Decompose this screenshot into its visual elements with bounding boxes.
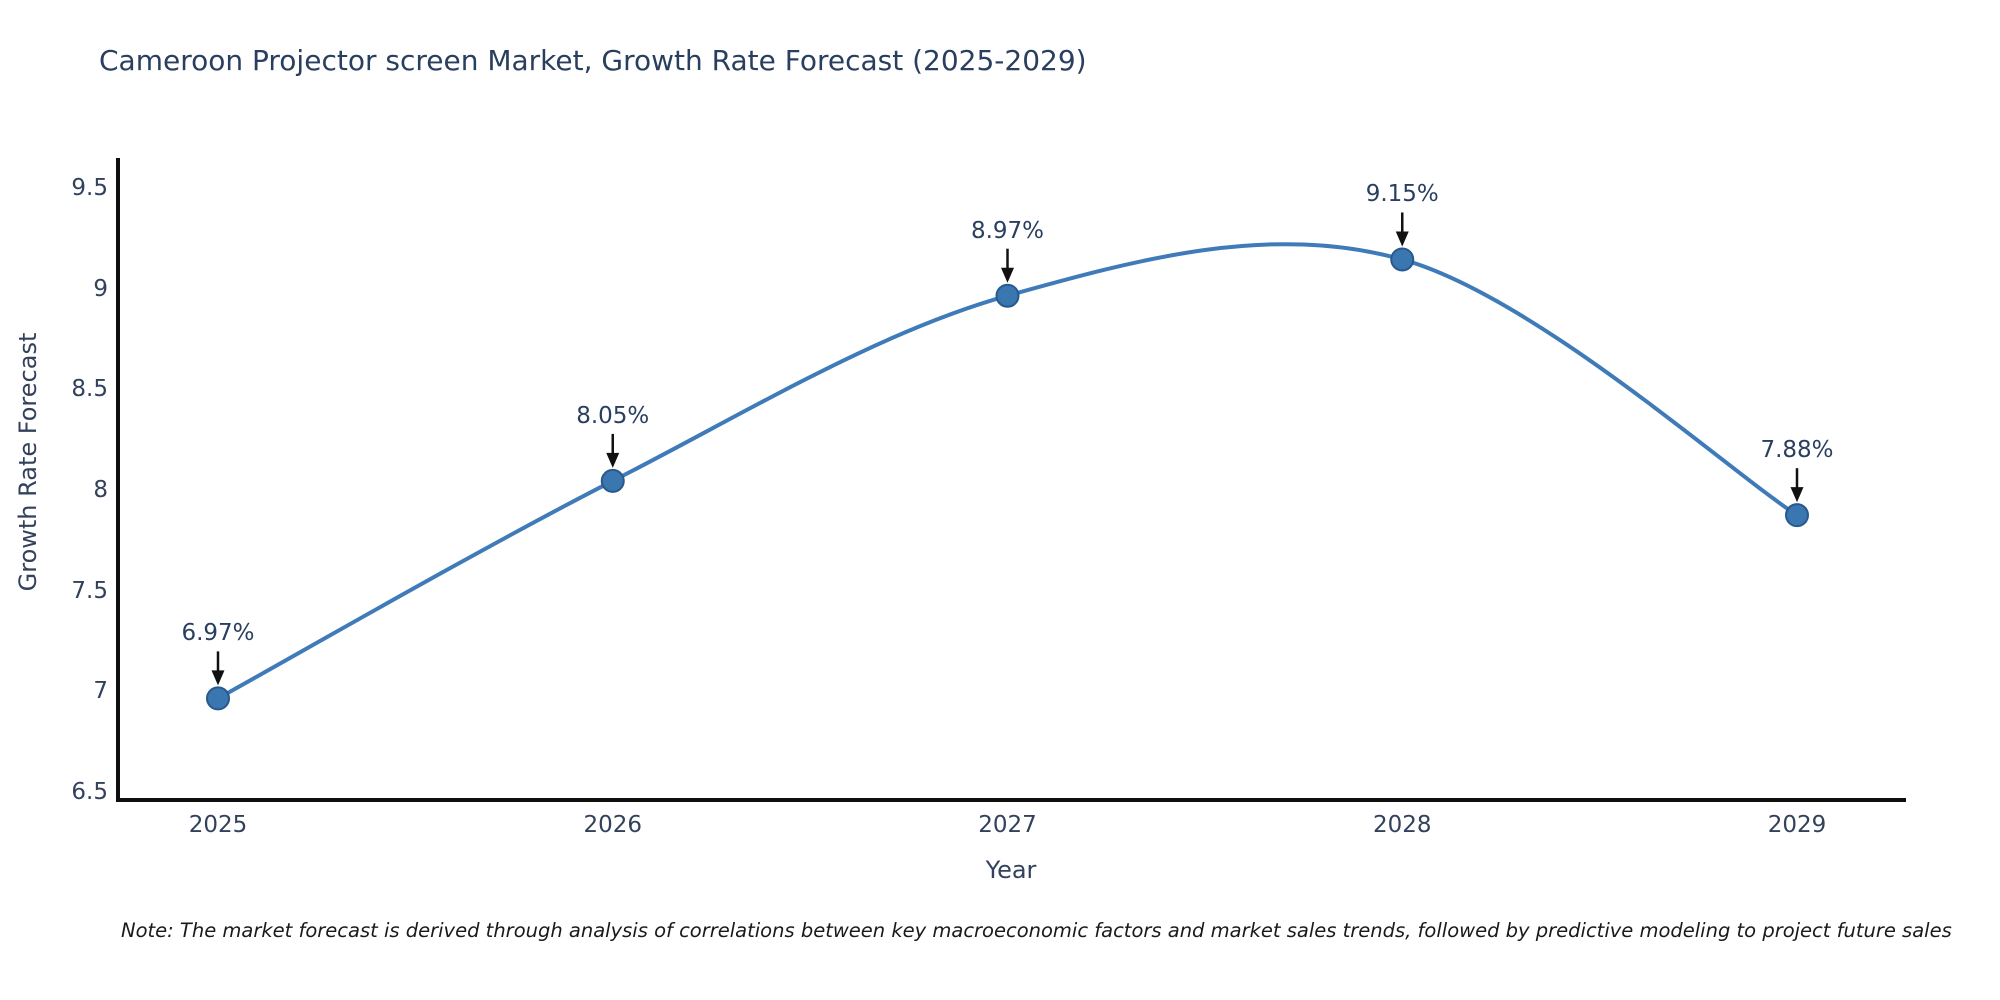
y-tick-label: 7.5 [71, 577, 108, 604]
data-point-marker [206, 686, 230, 711]
footnote: Note: The market forecast is derived thr… [121, 919, 1952, 942]
y-tick-label: 8 [93, 477, 108, 503]
annotation-arrowhead [211, 670, 225, 686]
x-axis-title: Year [985, 856, 1037, 884]
point-annotation: 7.88% [1760, 437, 1834, 464]
x-tick-label: 2026 [583, 812, 643, 838]
y-tick-label: 8.5 [71, 376, 108, 403]
point-annotation: 6.97% [181, 620, 255, 647]
x-tick-label: 2027 [978, 812, 1037, 838]
data-point-marker [600, 468, 625, 493]
chart-title: Cameroon Projector screen Market, Growth… [99, 44, 1087, 77]
annotation-arrowhead [1001, 267, 1014, 283]
y-tick-label: 9.5 [71, 175, 108, 201]
point-annotation: 8.97% [970, 217, 1045, 244]
x-tick-label: 2028 [1372, 812, 1432, 838]
forecast-line [217, 242, 1799, 701]
annotation-arrowhead [1395, 231, 1409, 247]
y-tick-label: 6.5 [71, 779, 108, 805]
data-point-marker [995, 283, 1020, 308]
x-tick-label: 2025 [188, 812, 248, 838]
x-tick-label: 2029 [1767, 812, 1827, 838]
annotation-arrowhead [1790, 487, 1804, 503]
data-point-marker [1390, 247, 1415, 272]
point-annotation: 9.15% [1365, 181, 1439, 208]
point-annotation: 8.05% [576, 402, 650, 429]
y-tick-label: 9 [93, 275, 108, 302]
annotation-arrowhead [606, 452, 620, 468]
y-tick-label: 7 [93, 678, 108, 705]
data-point-marker [1785, 503, 1809, 528]
